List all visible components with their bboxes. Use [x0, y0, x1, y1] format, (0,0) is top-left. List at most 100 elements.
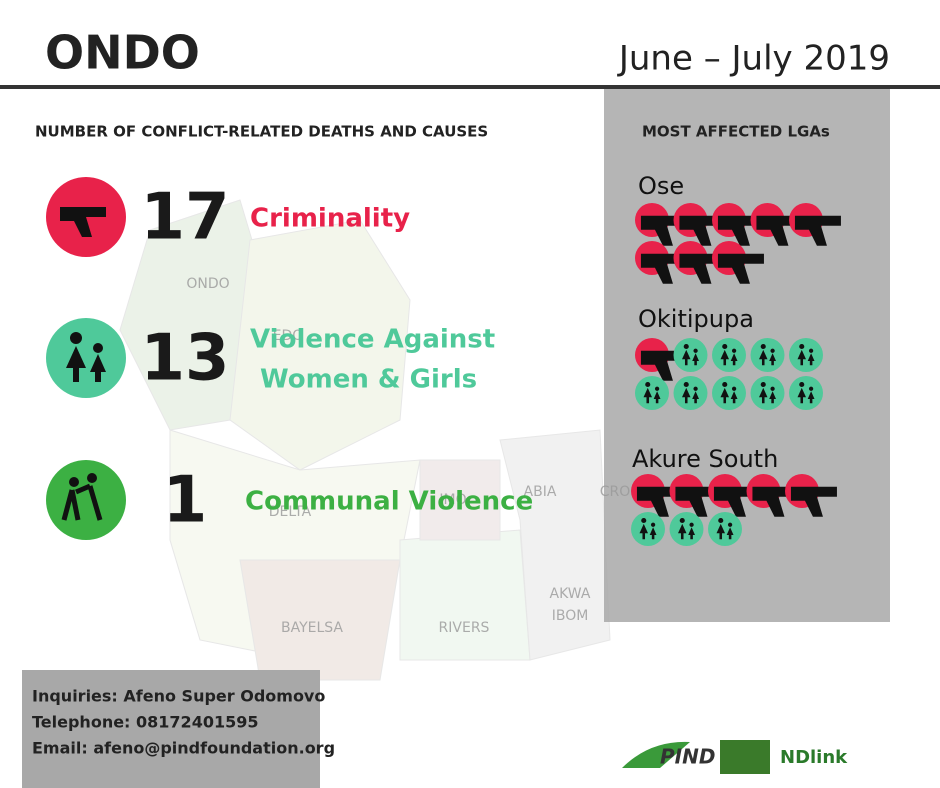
- contact-line: Inquiries: Afeno Super Odomovo: [32, 687, 325, 706]
- title: ONDO: [45, 26, 200, 80]
- girl: [730, 353, 738, 366]
- section-heading: NUMBER OF CONFLICT-RELATED DEATHS AND CA…: [35, 123, 488, 141]
- map-label: RIVERS: [439, 620, 490, 636]
- map-label: BAYELSA: [281, 620, 343, 636]
- death-count: 13: [140, 322, 229, 396]
- cause-label: Women & Girls: [260, 365, 477, 395]
- woman: [759, 387, 768, 404]
- head: [727, 522, 733, 527]
- head: [799, 381, 805, 388]
- head: [722, 343, 728, 350]
- head: [722, 381, 728, 388]
- pind-swoosh: [622, 741, 690, 768]
- head: [693, 386, 698, 391]
- woman: [66, 346, 86, 382]
- vawg-icon: [789, 338, 823, 372]
- vawg-icon: [635, 376, 669, 410]
- head: [760, 343, 766, 350]
- head: [808, 348, 814, 353]
- girl: [688, 527, 695, 540]
- girl: [649, 527, 657, 540]
- gun: [717, 253, 764, 284]
- woman: [682, 349, 691, 366]
- contact-line: Email: afeno@pindfoundation.org: [32, 739, 335, 758]
- gun: [790, 486, 837, 517]
- head: [689, 522, 694, 527]
- cause-label: Violence Against: [250, 325, 495, 355]
- lga-heading: MOST AFFECTED LGAs: [642, 123, 830, 141]
- icon-circle: [635, 376, 669, 410]
- head: [641, 517, 647, 524]
- woman: [797, 387, 806, 404]
- head: [654, 386, 660, 391]
- girl: [90, 354, 106, 382]
- girl: [726, 527, 734, 540]
- logo: NDlink: [780, 747, 848, 768]
- vawg-icon: [712, 338, 746, 372]
- icon-circle: [789, 376, 823, 410]
- death-count: 17: [140, 181, 229, 255]
- vawg-icon: [669, 512, 704, 546]
- girl: [807, 391, 815, 404]
- criminality-icon: [46, 177, 126, 257]
- map-label: IMO: [439, 492, 466, 508]
- head: [87, 473, 97, 483]
- woman: [797, 349, 806, 366]
- woman: [720, 349, 729, 366]
- contact-box: [22, 670, 320, 788]
- icon-circle: [750, 338, 785, 372]
- lga-name: Okitipupa: [638, 305, 754, 333]
- death-count: 1: [163, 464, 208, 538]
- map-label: ABIA: [524, 484, 557, 500]
- vawg-icon: [631, 512, 665, 546]
- vawg-icon: [673, 376, 708, 410]
- head: [718, 517, 724, 524]
- icon-circle: [46, 318, 126, 398]
- figures: [61, 483, 103, 521]
- vawg-icon: [789, 376, 823, 410]
- map-label: DELTA: [269, 504, 312, 520]
- vawg-icon: [708, 512, 742, 546]
- icon-circle: [789, 338, 823, 372]
- icon-circle: [750, 376, 785, 410]
- map-label: ONDO: [186, 276, 229, 292]
- girl: [653, 391, 661, 404]
- criminality-icon: [712, 241, 764, 284]
- icon-circle: [712, 376, 746, 410]
- communal-icon: [46, 460, 126, 540]
- icon-circle: [46, 460, 126, 540]
- icon-circle: [673, 338, 708, 372]
- vawg-icon: [750, 338, 785, 372]
- cause-label: Criminality: [250, 204, 410, 234]
- icon-circle: [631, 512, 665, 546]
- head: [69, 477, 79, 487]
- head: [731, 348, 737, 353]
- head: [93, 343, 103, 353]
- lga-name: Ose: [638, 172, 684, 200]
- girl: [807, 353, 815, 366]
- head: [693, 348, 698, 353]
- girl: [730, 391, 738, 404]
- map-label: AKWA: [550, 586, 591, 602]
- icon-circle: [669, 512, 704, 546]
- woman: [716, 523, 725, 540]
- head: [650, 522, 656, 527]
- head: [683, 381, 689, 388]
- cause-label: Communal Violence: [245, 487, 533, 517]
- head: [760, 381, 766, 388]
- vawg-icon: [750, 376, 785, 410]
- head: [799, 343, 805, 350]
- criminality-icon: [785, 474, 837, 517]
- head: [70, 332, 82, 344]
- icon-circle: [712, 338, 746, 372]
- icon-circle: [673, 376, 708, 410]
- logo: PIND: [660, 745, 715, 769]
- woman: [759, 349, 768, 366]
- head: [731, 386, 737, 391]
- girl: [692, 391, 699, 404]
- girl: [692, 353, 699, 366]
- woman: [682, 387, 691, 404]
- head: [808, 386, 814, 391]
- logo-mark: [720, 740, 770, 774]
